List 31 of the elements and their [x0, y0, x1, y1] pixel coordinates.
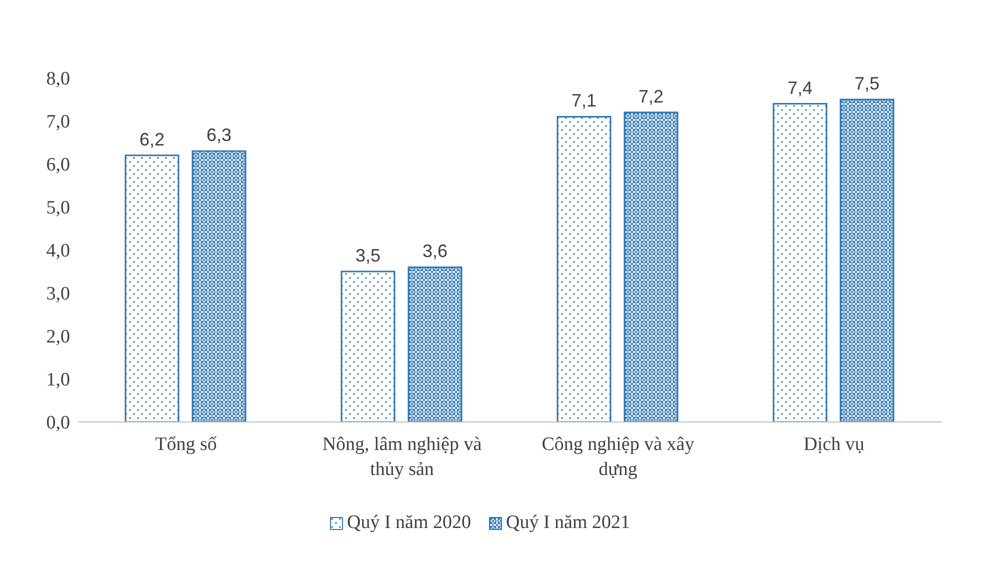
bar [624, 112, 678, 422]
y-tick-label: 4,0 [46, 240, 70, 262]
y-tick-label: 0,0 [46, 412, 70, 434]
bar [408, 266, 462, 422]
y-tick-label: 5,0 [46, 198, 70, 219]
data-label: 3,6 [422, 241, 448, 262]
data-label: 7,5 [854, 74, 880, 94]
x-tick-label: Nông, lâm nghiệp và thủy sản [322, 434, 482, 480]
y-tick-label: 2,0 [46, 326, 70, 348]
legend-label: Quý I năm 2021 [505, 512, 630, 534]
data-label: 7,1 [572, 90, 597, 111]
data-label: 3,5 [356, 246, 381, 266]
y-tick-label: 1,0 [46, 370, 70, 391]
bar [772, 103, 828, 422]
x-tick-label: Công nghiệp và xây dựng [542, 434, 695, 480]
bar [340, 270, 396, 422]
bar [124, 154, 180, 422]
x-tick-label: Tổng số [155, 434, 218, 455]
data-label: 6,2 [140, 129, 165, 150]
legend-label: Quý I năm 2020 [346, 512, 471, 534]
data-label: 6,3 [206, 125, 232, 146]
data-label: 7,2 [638, 86, 664, 106]
data-label: 7,4 [788, 78, 813, 98]
y-tick-label: 8,0 [46, 68, 70, 90]
bar [192, 150, 246, 422]
y-tick-label: 6,0 [46, 154, 70, 176]
y-tick-label: 3,0 [46, 284, 70, 305]
x-tick-label: Dịch vụ [804, 434, 865, 455]
bar [840, 98, 894, 422]
y-tick-label: 7,0 [46, 112, 70, 133]
bar [556, 116, 612, 422]
